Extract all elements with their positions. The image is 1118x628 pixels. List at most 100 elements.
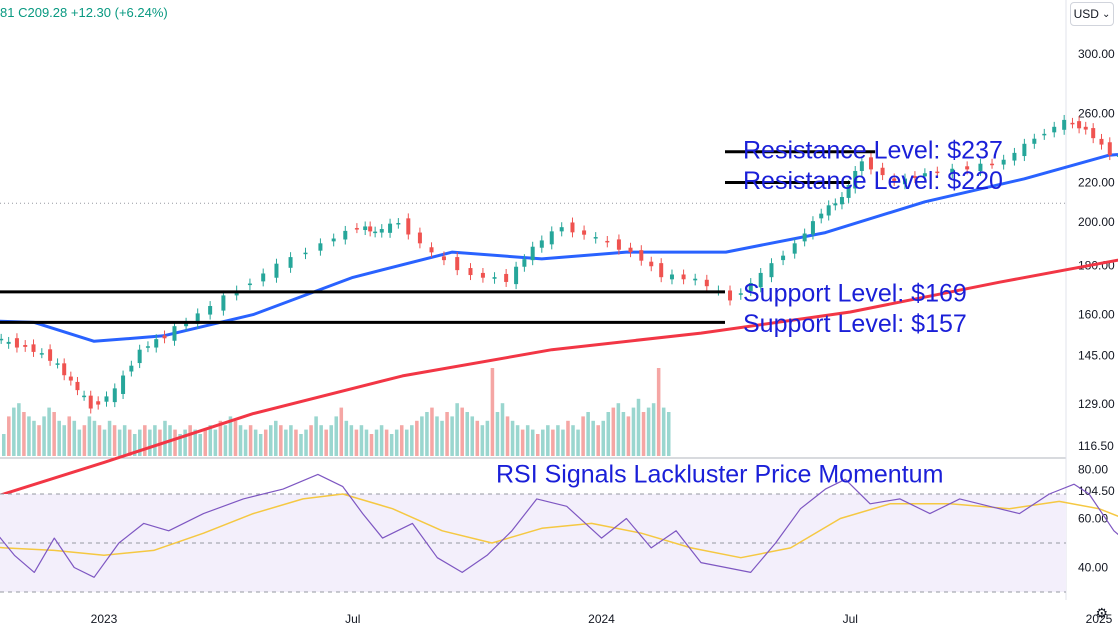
volume-bar (530, 429, 535, 456)
candle-body (1083, 126, 1088, 130)
candle-body (1001, 159, 1006, 165)
volume-bar (389, 434, 394, 456)
time-tick-label: Jul (345, 612, 360, 626)
volume-bar (666, 412, 671, 456)
candle-body (388, 223, 393, 233)
volume-bar (505, 416, 510, 456)
volume-bar (415, 420, 419, 456)
volume-bar (616, 403, 621, 456)
candle-body (274, 263, 279, 278)
price-tick-label: 300.00 (1078, 47, 1115, 61)
candle-body (303, 252, 308, 255)
volume-bar (248, 425, 253, 456)
volume-bar (394, 429, 399, 456)
volume-bar (425, 412, 429, 456)
candle-body (922, 173, 927, 177)
volume-bar (586, 412, 590, 456)
volume-bar (2, 434, 6, 456)
volume-bar (213, 429, 218, 456)
candle-body (368, 226, 373, 232)
candle-body (902, 178, 907, 185)
volume-bar (324, 429, 328, 456)
volume-bar (551, 429, 555, 456)
currency-label: USD (1073, 7, 1099, 21)
candle-body (781, 255, 786, 261)
volume-bar (641, 412, 646, 456)
volume-bar (27, 416, 31, 456)
volume-bar (485, 420, 490, 456)
candle-body (912, 176, 917, 178)
candle-body (112, 388, 117, 403)
volume-bar (178, 434, 182, 456)
volume-bar (243, 429, 248, 456)
candle-body (504, 273, 509, 282)
volume-bar (339, 407, 344, 456)
candle-body (1070, 122, 1075, 125)
candle-body (172, 326, 177, 341)
candle-body (681, 274, 686, 280)
candle-body (75, 381, 80, 391)
candle-body (96, 401, 101, 405)
candle-body (1091, 128, 1096, 139)
volume-bar (576, 429, 580, 456)
candle-body (129, 365, 134, 372)
close-price-label: C209.28 (18, 5, 68, 20)
volume-bar (596, 425, 600, 456)
candle-body (121, 375, 126, 394)
candle-body (769, 263, 774, 278)
candle-body (530, 246, 535, 261)
volume-bar (143, 425, 147, 456)
volume-bar (238, 425, 243, 456)
candle-body (839, 197, 844, 205)
price-tick-label: 116.50 (1078, 439, 1114, 453)
volume-bar (384, 429, 389, 456)
volume-bar (47, 407, 51, 456)
candle-body (669, 274, 674, 280)
volume-bar (445, 412, 449, 456)
volume-bar (294, 429, 298, 456)
price-tick-label: 104.50 (1078, 484, 1115, 498)
candle-body (261, 273, 266, 282)
currency-selector[interactable]: USD ⌄ (1070, 2, 1114, 26)
volume-bar (314, 416, 318, 456)
candle-body (354, 228, 359, 230)
candle-body (417, 232, 422, 244)
candle-body (88, 395, 93, 409)
rsi-tick-label: 80.00 (1078, 463, 1108, 477)
volume-bar (62, 425, 66, 456)
price-tick-label: 260.00 (1078, 106, 1115, 120)
volume-bar (571, 425, 575, 456)
candle-body (810, 221, 815, 235)
volume-bar (631, 407, 636, 456)
volume-bar (132, 434, 137, 456)
candle-body (1116, 155, 1118, 157)
candle-body (480, 272, 485, 278)
volume-bar (102, 429, 107, 456)
volume-bar (369, 434, 374, 456)
volume-bar (626, 416, 631, 456)
volume-bar (223, 425, 228, 456)
volume-bar (127, 429, 132, 456)
candle-body (247, 283, 252, 286)
volume-bar (183, 429, 187, 456)
candle-body (514, 266, 519, 285)
candle-body (0, 338, 4, 341)
volume-bar (450, 416, 454, 456)
candle-body (468, 268, 473, 276)
gear-icon[interactable]: ⚙ (1095, 605, 1108, 621)
candle-body (859, 161, 864, 171)
candle-body (738, 293, 743, 295)
volume-bar (208, 425, 213, 456)
candle-body (406, 218, 411, 235)
volume-bar (163, 420, 167, 456)
candle-body (82, 395, 87, 398)
candle-body (68, 376, 73, 381)
volume-bar (72, 420, 77, 456)
volume-bar (651, 403, 656, 456)
ma-50-line (0, 152, 1118, 343)
volume-bar (349, 425, 354, 456)
candle-body (137, 349, 142, 364)
volume-bar (67, 416, 72, 456)
candle-body (184, 322, 189, 327)
